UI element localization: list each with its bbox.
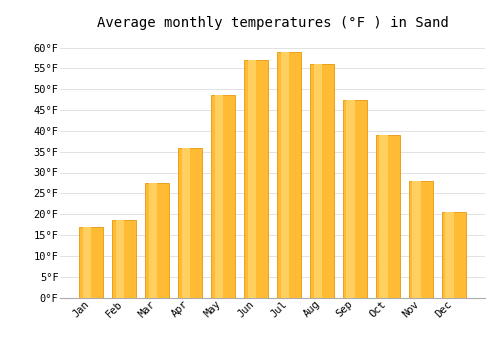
Bar [80, 227, 103, 298]
Bar [244, 60, 268, 298]
Bar [178, 147, 202, 298]
Bar [380, 135, 388, 298]
Bar [412, 181, 420, 298]
Bar [310, 64, 334, 298]
Bar [83, 227, 91, 298]
Bar [346, 100, 355, 297]
Bar [148, 183, 157, 298]
Title: Average monthly temperatures (°F ) in Sand: Average monthly temperatures (°F ) in Sa… [96, 16, 448, 30]
Bar [211, 96, 235, 298]
Bar [248, 60, 256, 298]
Bar [343, 100, 367, 297]
Bar [376, 135, 400, 298]
Bar [146, 183, 169, 298]
Bar [409, 181, 432, 298]
Bar [446, 212, 454, 298]
Bar [112, 220, 136, 298]
Bar [442, 212, 466, 298]
Bar [116, 220, 124, 298]
Bar [277, 52, 301, 298]
Bar [182, 147, 190, 298]
Bar [314, 64, 322, 298]
Bar [280, 52, 289, 298]
Bar [214, 96, 223, 298]
